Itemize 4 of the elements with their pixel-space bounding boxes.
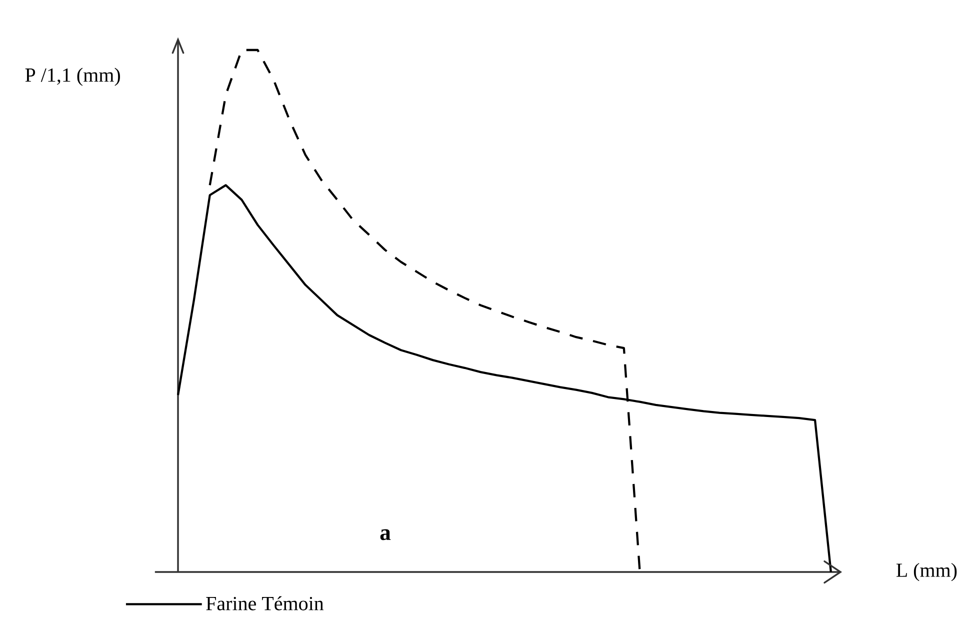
- y-axis-title: P /1,1 (mm): [25, 68, 120, 86]
- legend-label: Farine Témoin: [206, 596, 324, 610]
- x-axis-title: L (mm): [896, 562, 957, 582]
- annotation: a: [380, 529, 391, 540]
